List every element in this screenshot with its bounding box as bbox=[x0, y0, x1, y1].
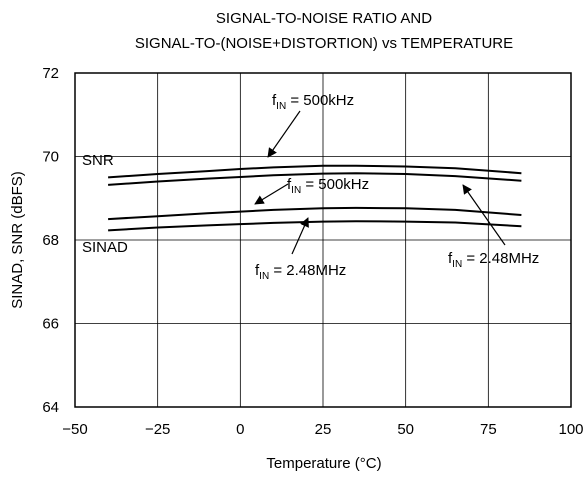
series-line-2 bbox=[108, 172, 522, 186]
annotation-symbol: f bbox=[255, 262, 260, 279]
annotation-symbol: f bbox=[448, 250, 453, 267]
annotation-symbol: f bbox=[287, 176, 292, 193]
y-tick-label: 70 bbox=[42, 149, 59, 166]
annotation-snr-500khz: fIN = 500kHz bbox=[272, 92, 354, 112]
series-layer bbox=[108, 164, 522, 232]
annotation-value: = 2.48MHz bbox=[269, 262, 346, 279]
annotation-value: = 500kHz bbox=[286, 92, 354, 109]
annotation-sinad-2-48mhz: fIN = 2.48MHz bbox=[255, 262, 346, 282]
arrow-snr-2-48mhz bbox=[462, 184, 506, 246]
series-line-4 bbox=[108, 220, 522, 232]
annotation-subscript: IN bbox=[452, 259, 462, 270]
series-line-3 bbox=[108, 206, 522, 221]
annotation-snr-2-48mhz: fIN = 2.48MHz bbox=[448, 250, 539, 270]
annotation-symbol: f bbox=[272, 92, 277, 109]
x-tick-label: 0 bbox=[236, 421, 244, 438]
curve-label-snr: SNR bbox=[82, 152, 114, 169]
grid-layer bbox=[75, 73, 571, 407]
annotation-subscript: IN bbox=[276, 101, 286, 112]
arrow-sinad-2-48mhz bbox=[291, 217, 309, 255]
x-tick-label: −50 bbox=[62, 421, 87, 438]
arrow-snr-500khz bbox=[267, 110, 301, 158]
chart-subtitle: SIGNAL-TO-(NOISE+DISTORTION) vs TEMPERAT… bbox=[135, 35, 513, 52]
y-tick-label: 66 bbox=[42, 316, 59, 333]
annotation-subscript: IN bbox=[291, 185, 301, 196]
annotation-value: = 500kHz bbox=[301, 176, 369, 193]
x-tick-label: 25 bbox=[315, 421, 332, 438]
series-line-1 bbox=[108, 164, 522, 179]
y-tick-label: 68 bbox=[42, 232, 59, 249]
x-tick-label: 75 bbox=[480, 421, 497, 438]
x-tick-label: −25 bbox=[145, 421, 170, 438]
tick-layer: −50 −25 0 25 50 75 100 64 66 68 70 72 bbox=[42, 65, 583, 438]
plot-frame bbox=[74, 72, 572, 408]
x-tick-label: 50 bbox=[397, 421, 414, 438]
y-axis-label: SINAD, SNR (dBFS) bbox=[9, 171, 26, 309]
annotation-value: = 2.48MHz bbox=[462, 250, 539, 267]
x-tick-label: 100 bbox=[558, 421, 583, 438]
x-axis-label: Temperature (°C) bbox=[266, 455, 381, 472]
annotation-sinad-500khz: fIN = 500kHz bbox=[287, 176, 369, 196]
y-tick-label: 72 bbox=[42, 65, 59, 82]
annotation-subscript: IN bbox=[259, 271, 269, 282]
y-tick-label: 64 bbox=[42, 399, 59, 416]
arrow-sinad-500khz bbox=[254, 183, 289, 205]
chart-title: SIGNAL-TO-NOISE RATIO AND bbox=[216, 10, 432, 27]
curve-label-sinad: SINAD bbox=[82, 239, 128, 256]
